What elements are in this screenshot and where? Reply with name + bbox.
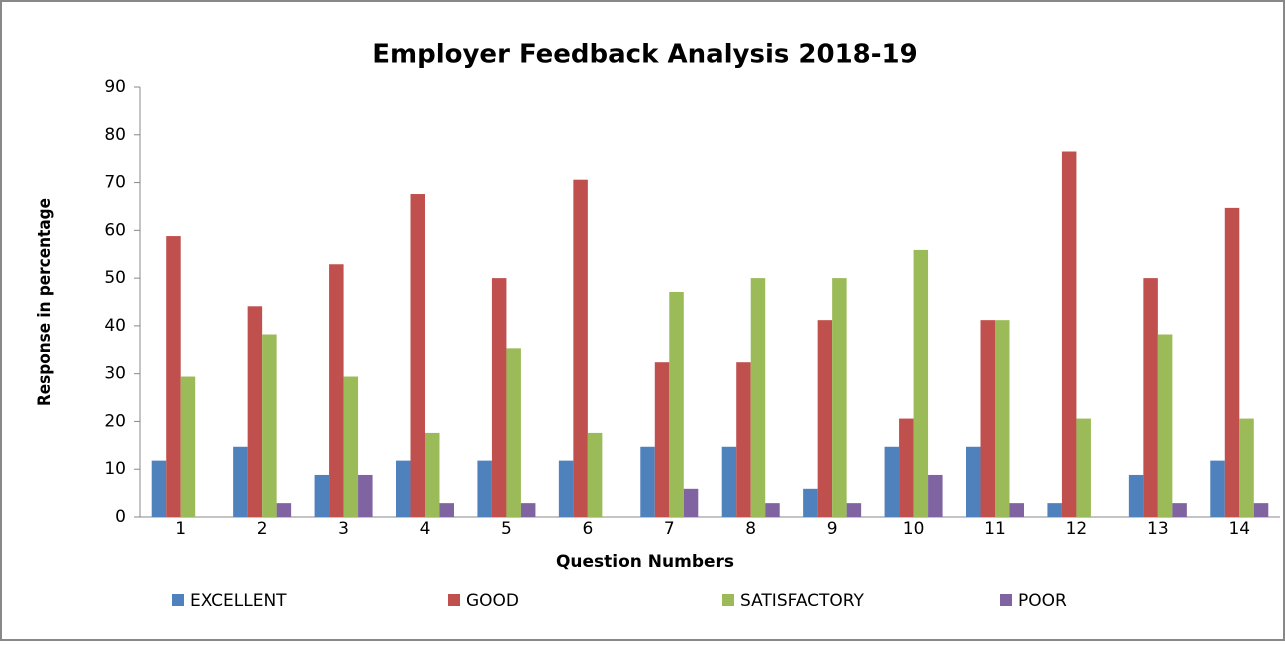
y-tick-label: 80 xyxy=(104,125,126,145)
x-tick-label: 12 xyxy=(1066,519,1088,539)
bar xyxy=(1253,503,1269,517)
y-tick-label: 70 xyxy=(104,173,126,193)
bar xyxy=(1239,418,1254,517)
y-tick-label: 10 xyxy=(104,459,126,479)
bar xyxy=(247,306,263,517)
bar xyxy=(913,249,929,517)
bar xyxy=(803,488,818,517)
y-tick-label: 20 xyxy=(104,411,126,431)
bar xyxy=(477,460,492,517)
bar xyxy=(817,320,833,517)
bar xyxy=(343,376,359,517)
bar xyxy=(1157,334,1173,517)
bar xyxy=(276,503,292,517)
y-tick-label: 0 xyxy=(115,507,126,527)
x-tick-label: 6 xyxy=(582,519,593,539)
legend-label: SATISFACTORY xyxy=(740,591,865,611)
bar xyxy=(396,460,411,517)
bar xyxy=(151,460,167,517)
bar xyxy=(166,236,181,518)
x-tick-label: 7 xyxy=(664,519,675,539)
x-tick-label: 14 xyxy=(1228,519,1250,539)
bar xyxy=(846,503,862,517)
x-tick-label: 13 xyxy=(1147,519,1169,539)
bar xyxy=(1047,503,1062,517)
bar xyxy=(425,432,440,517)
bar xyxy=(1061,151,1077,517)
bar xyxy=(491,278,507,517)
x-tick-label: 1 xyxy=(175,519,186,539)
bar xyxy=(669,291,684,517)
bar xyxy=(765,503,780,517)
y-tick-label: 90 xyxy=(104,77,126,97)
x-tick-label: 11 xyxy=(984,519,1006,539)
y-axis-title: Response in percentage xyxy=(35,198,55,406)
legend-swatch xyxy=(448,594,460,606)
bar xyxy=(928,474,943,517)
bar xyxy=(1210,460,1225,517)
legend-swatch xyxy=(1000,594,1012,606)
bar xyxy=(1009,503,1024,517)
legend-label: GOOD xyxy=(466,591,519,611)
y-tick-label: 30 xyxy=(104,364,126,384)
y-tick-label: 60 xyxy=(104,220,126,240)
legend-swatch xyxy=(172,594,184,606)
x-tick-label: 3 xyxy=(338,519,349,539)
bar xyxy=(1172,503,1187,517)
bar xyxy=(750,278,766,517)
bar xyxy=(683,488,699,517)
y-tick-label: 40 xyxy=(104,316,126,336)
x-tick-label: 5 xyxy=(501,519,512,539)
bar xyxy=(899,418,914,517)
bar xyxy=(558,460,574,517)
legend-label: EXCELLENT xyxy=(190,591,287,611)
y-tick-label: 50 xyxy=(104,268,126,288)
bar xyxy=(966,446,981,517)
x-axis-title: Question Numbers xyxy=(556,552,734,572)
bar xyxy=(506,348,521,517)
bar xyxy=(233,446,248,517)
bar xyxy=(1224,207,1240,517)
x-tick-label: 2 xyxy=(257,519,268,539)
x-tick-label: 8 xyxy=(745,519,756,539)
bar xyxy=(180,376,196,517)
bar xyxy=(573,179,588,517)
bar xyxy=(439,503,454,517)
x-tick-label: 4 xyxy=(420,519,431,539)
bar xyxy=(520,503,536,517)
bar xyxy=(1076,418,1091,517)
legend-swatch xyxy=(722,594,734,606)
bar xyxy=(410,194,425,517)
bar xyxy=(640,446,655,517)
bar xyxy=(654,362,670,517)
bar xyxy=(1143,278,1158,517)
bar xyxy=(329,264,344,517)
x-tick-label: 9 xyxy=(827,519,838,539)
bar xyxy=(736,362,751,517)
bar xyxy=(995,320,1010,517)
bar xyxy=(358,474,373,517)
x-tick-label: 10 xyxy=(903,519,925,539)
chart-title: Employer Feedback Analysis 2018-19 xyxy=(372,40,917,70)
bar xyxy=(587,432,603,517)
bar xyxy=(1128,474,1144,517)
bar xyxy=(832,278,847,517)
bar xyxy=(980,320,995,517)
legend-label: POOR xyxy=(1018,591,1067,611)
bar xyxy=(721,446,737,517)
bar xyxy=(884,446,900,517)
bar xyxy=(262,334,277,517)
bar xyxy=(314,474,330,517)
